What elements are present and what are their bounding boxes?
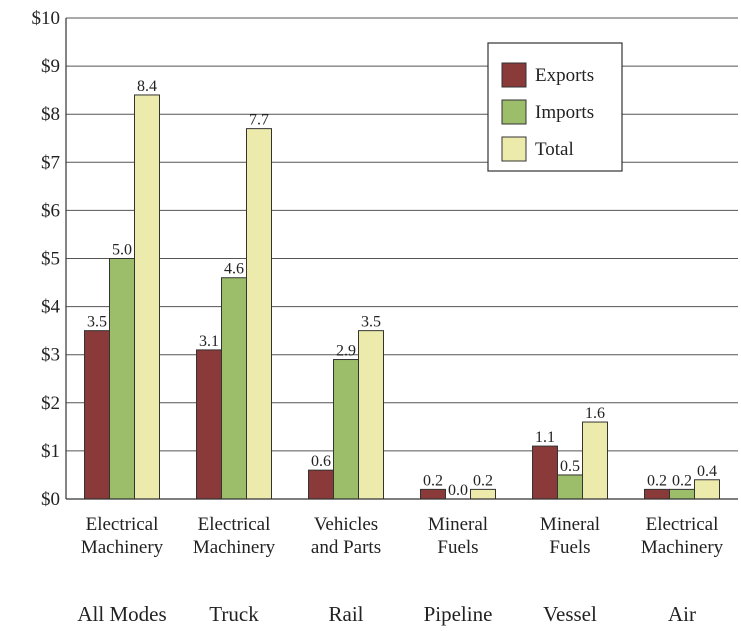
data-label-imports: 4.6 — [224, 261, 244, 278]
bar-total — [246, 128, 272, 500]
category-label: Vehicles — [314, 514, 378, 535]
data-label-imports: 0.2 — [672, 472, 692, 489]
y-tick-label: $3 — [41, 345, 60, 366]
data-label-imports: 5.0 — [112, 242, 132, 259]
bar-imports — [333, 359, 359, 500]
data-label-total: 0.2 — [473, 472, 493, 489]
y-tick-label: $9 — [41, 56, 60, 77]
y-tick-label: $8 — [41, 104, 60, 125]
bars: 3.5 5.0 8.4 3.1 4.6 7.7 0.6 2.9 3.5 0.2 0.0 0.2 1.1 0… — [84, 78, 720, 500]
bar-exports — [84, 330, 110, 500]
legend-swatch-imports — [501, 99, 527, 125]
category-label: Mineral — [540, 514, 600, 535]
y-tick-label: $0 — [41, 489, 60, 510]
bar-total — [694, 479, 720, 500]
mode-label: Rail — [329, 602, 364, 626]
bar-exports — [532, 445, 558, 500]
y-tick-label: $7 — [41, 152, 60, 173]
category-label: Electrical — [86, 514, 159, 535]
category-label: Electrical — [198, 514, 271, 535]
data-label-total: 8.4 — [137, 78, 157, 95]
legend-label-total: Total — [535, 139, 574, 160]
bar-exports — [420, 488, 446, 500]
y-tick-label: $5 — [41, 249, 60, 270]
bar-total — [470, 488, 496, 500]
bar-exports — [644, 488, 670, 500]
category-label: Machinery — [641, 537, 724, 558]
data-label-exports: 3.5 — [87, 314, 107, 331]
bar-total — [582, 421, 608, 500]
data-label-exports: 1.1 — [535, 429, 555, 446]
mode-label: Pipeline — [424, 602, 493, 626]
legend-label-imports: Imports — [535, 102, 594, 123]
mode-label: Air — [668, 602, 696, 626]
bar-imports — [669, 488, 695, 500]
legend-label-exports: Exports — [535, 65, 594, 86]
data-label-imports: 0.0 — [448, 482, 468, 499]
data-label-total: 1.6 — [585, 405, 605, 422]
data-label-exports: 0.2 — [423, 472, 443, 489]
data-label-exports: 0.6 — [311, 453, 331, 470]
bar-total — [134, 94, 160, 500]
category-label: Machinery — [193, 537, 276, 558]
bar-imports — [109, 258, 135, 500]
data-label-total: 3.5 — [361, 314, 381, 331]
y-tick-label: $10 — [32, 8, 61, 29]
category-label: Fuels — [437, 537, 478, 558]
bar-imports — [221, 277, 247, 500]
data-label-total: 0.4 — [697, 463, 717, 480]
bar-imports — [557, 474, 583, 500]
category-label: Machinery — [81, 537, 164, 558]
mode-label: All Modes — [77, 602, 166, 626]
gridlines — [66, 17, 738, 452]
y-tick-label: $6 — [41, 200, 60, 221]
bar-total — [358, 330, 384, 500]
legend-swatch-exports — [501, 62, 527, 88]
legend-swatch-total — [501, 136, 527, 162]
mode-label: Vessel — [543, 602, 597, 626]
legend: Exports Imports Total — [487, 42, 623, 172]
data-label-imports: 0.5 — [560, 458, 580, 475]
data-label-exports: 3.1 — [199, 333, 219, 350]
y-axis: $0 $1 $2 $3 $4 $5 $6 $7 $8 $9 $10 — [32, 8, 67, 510]
bar-exports — [308, 469, 334, 500]
category-label: Electrical — [646, 514, 719, 535]
data-label-imports: 2.9 — [336, 343, 356, 360]
bar-exports — [196, 349, 222, 500]
y-tick-label: $1 — [41, 441, 60, 462]
mode-label: Truck — [209, 602, 259, 626]
data-label-total: 7.7 — [249, 112, 269, 129]
category-label: Mineral — [428, 514, 488, 535]
y-tick-label: $4 — [41, 297, 61, 318]
y-tick-label: $2 — [41, 393, 60, 414]
data-label-exports: 0.2 — [647, 472, 667, 489]
category-label: Fuels — [549, 537, 590, 558]
category-label: and Parts — [311, 537, 381, 558]
